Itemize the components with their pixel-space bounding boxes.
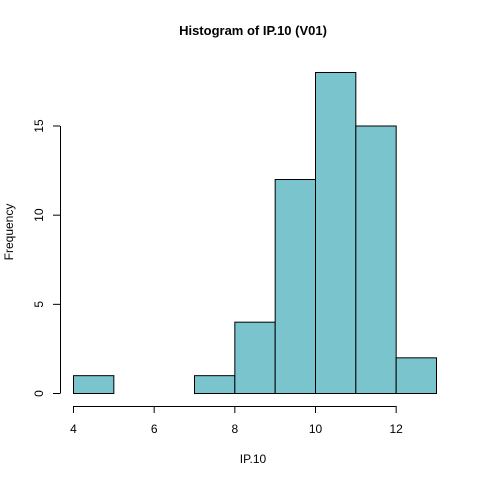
y-tick-label-0: 0 [32,390,46,397]
y-tick-label-5: 5 [32,301,46,308]
histogram-bar-9-10 [274,179,316,394]
histogram-bar-10-11 [315,72,357,394]
x-tick-label-8: 8 [231,422,238,436]
x-axis-label: IP.10 [240,452,267,466]
x-tick-label-10: 10 [309,422,323,436]
x-axis: 4 6 8 10 12 [70,406,403,436]
y-axis: 0 5 10 15 [32,119,61,397]
histogram-bar-8-9 [234,321,276,394]
chart-title: Histogram of IP.10 (V01) [179,23,327,38]
y-tick-label-10: 10 [32,208,46,222]
histogram-bar-7-8 [194,375,236,394]
x-tick-label-4: 4 [70,422,77,436]
bars-group [73,72,437,395]
y-axis-label: Frequency [2,204,16,261]
x-tick-label-6: 6 [151,422,158,436]
histogram-bar-4-5 [73,375,115,394]
y-tick-label-15: 15 [32,119,46,133]
histogram-bar-11-12 [355,125,397,394]
x-tick-label-12: 12 [389,422,403,436]
histogram-bar-12-13 [395,357,437,395]
